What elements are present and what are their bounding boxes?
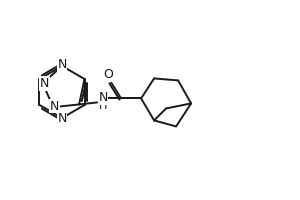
Text: N: N <box>57 58 67 72</box>
Text: H: H <box>99 101 107 111</box>
Text: N: N <box>98 91 108 104</box>
Text: N: N <box>57 112 67 126</box>
Text: N: N <box>40 77 50 90</box>
Text: O: O <box>103 68 113 81</box>
Text: N: N <box>50 100 59 113</box>
